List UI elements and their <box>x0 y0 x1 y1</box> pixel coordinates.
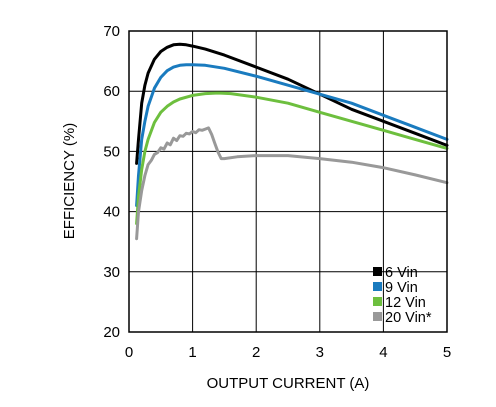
x-tick-label: 2 <box>252 344 260 361</box>
x-axis-title: OUTPUT CURRENT (A) <box>207 375 370 392</box>
x-tick-label: 1 <box>188 344 196 361</box>
legend-label: 20 Vin* <box>385 310 432 326</box>
plot-frame <box>128 30 448 333</box>
y-tick-label: 30 <box>103 264 120 281</box>
legend-swatch <box>373 282 382 291</box>
x-tick-label: 4 <box>379 344 387 361</box>
legend-label: 6 Vin <box>385 265 418 281</box>
legend-swatch <box>373 297 382 306</box>
series-line-1 <box>135 63 449 208</box>
y-tick-label: 60 <box>103 83 120 100</box>
x-tick-label: 5 <box>443 344 451 361</box>
legend-label: 12 Vin <box>385 295 426 311</box>
y-tick-label: 40 <box>103 204 120 221</box>
plot-background <box>129 31 447 332</box>
x-tick-label: 0 <box>125 344 133 361</box>
y-tick-labels: 20 30 40 50 60 70 <box>103 23 120 341</box>
series-lines <box>135 42 449 241</box>
y-tick-label: 20 <box>103 324 120 341</box>
series-line-0 <box>135 42 449 165</box>
y-axis-title: EFFICIENCY (%) <box>61 123 78 239</box>
y-tick-label: 70 <box>103 23 120 40</box>
grid-lines <box>128 30 448 333</box>
x-tick-label: 3 <box>316 344 324 361</box>
series-line-3 <box>135 126 449 241</box>
legend-label: 9 Vin <box>385 280 418 296</box>
series-line-2 <box>135 91 449 226</box>
x-tick-labels: 0 1 2 3 4 5 <box>125 344 451 361</box>
legend-swatch <box>373 312 382 321</box>
y-tick-label: 50 <box>103 143 120 160</box>
legend-swatch <box>373 267 382 276</box>
